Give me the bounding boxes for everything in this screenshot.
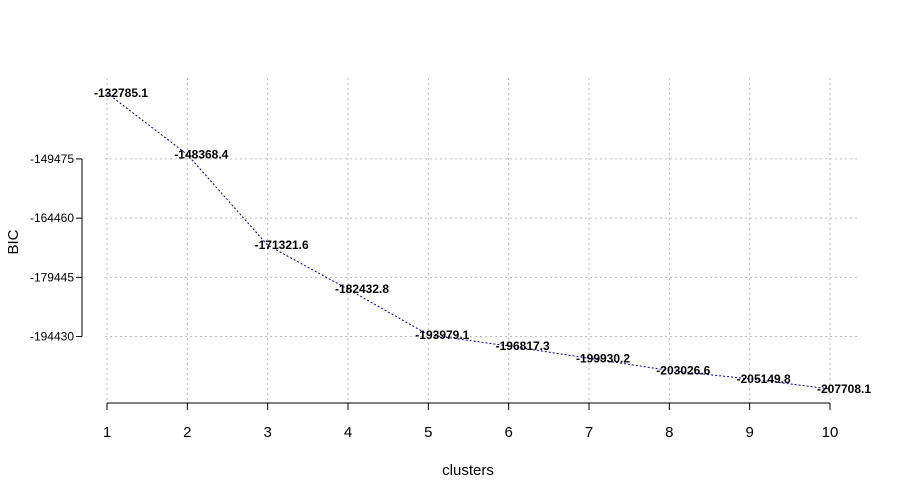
data-label: -193979.1 bbox=[415, 328, 469, 342]
data-label: -199930.2 bbox=[576, 351, 630, 365]
x-axis-title: clusters bbox=[442, 462, 494, 479]
x-tick-label: 1 bbox=[103, 424, 111, 441]
y-tick-label: -179445 bbox=[30, 270, 74, 284]
axes: 1 2 3 4 5 6 7 8 9 10 -149475 -164460 -179445 -194430 bbox=[30, 152, 838, 441]
data-labels: -132785.1 -148368.4 -171321.6 -182432.8 -193… bbox=[94, 86, 871, 396]
data-label: -205149.8 bbox=[737, 372, 791, 386]
x-tick-label: 2 bbox=[183, 424, 191, 441]
x-tick-label: 7 bbox=[585, 424, 593, 441]
data-label: -207708.1 bbox=[817, 382, 871, 396]
series bbox=[106, 92, 831, 390]
data-label: -171321.6 bbox=[255, 238, 309, 252]
grid bbox=[105, 78, 860, 400]
data-label: -196817.3 bbox=[496, 339, 550, 353]
data-label: -132785.1 bbox=[94, 86, 148, 100]
data-label: -148368.4 bbox=[174, 148, 228, 162]
y-tick-label: -194430 bbox=[30, 330, 74, 344]
x-tick-label: 4 bbox=[344, 424, 352, 441]
y-tick-label: -149475 bbox=[30, 152, 74, 166]
data-label: -203026.6 bbox=[656, 364, 710, 378]
x-tick-label: 3 bbox=[263, 424, 271, 441]
x-tick-label: 10 bbox=[822, 424, 839, 441]
x-tick-label: 9 bbox=[745, 424, 753, 441]
x-tick-label: 8 bbox=[665, 424, 673, 441]
x-tick-label: 6 bbox=[504, 424, 512, 441]
y-axis-title: BIC bbox=[5, 229, 22, 254]
y-tick-label: -164460 bbox=[30, 211, 74, 225]
data-label: -182432.8 bbox=[335, 282, 389, 296]
x-tick-label: 5 bbox=[424, 424, 432, 441]
bic-series-line bbox=[106, 92, 831, 390]
